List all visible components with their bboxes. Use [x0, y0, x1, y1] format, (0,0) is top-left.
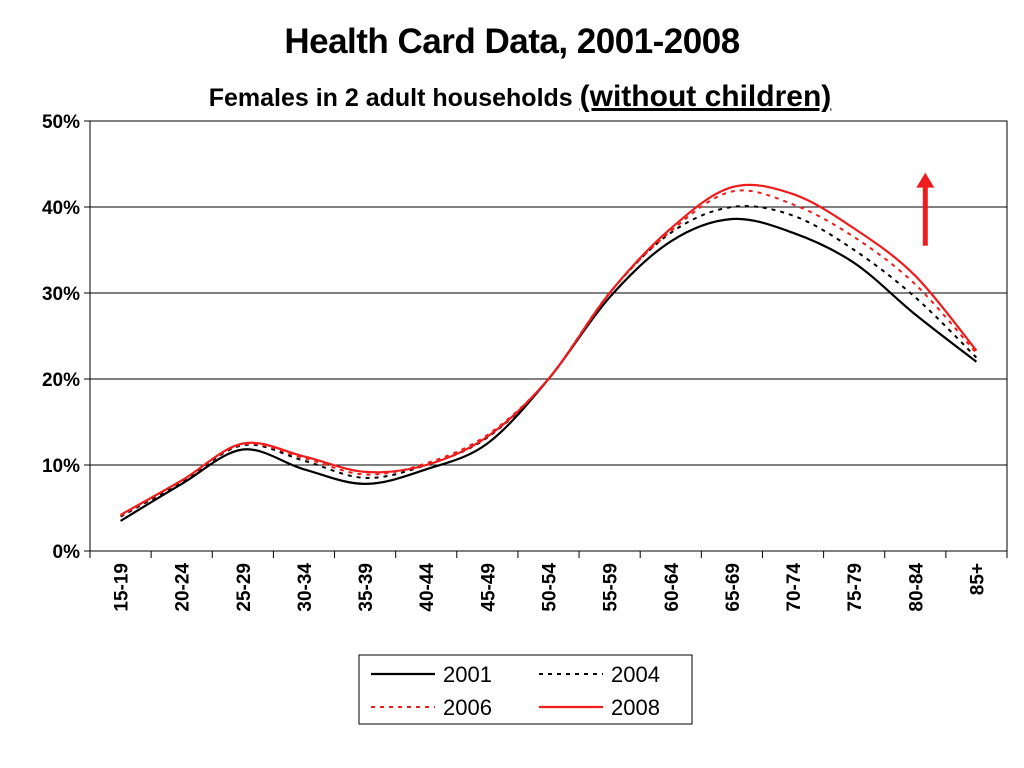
- legend-label-2006: 2006: [443, 695, 492, 720]
- legend-label-2008: 2008: [611, 695, 660, 720]
- x-tick-label: 30-34: [295, 563, 316, 612]
- legend: 2001 2004 2006 2008: [358, 654, 693, 725]
- y-tick-label: 50%: [42, 112, 80, 133]
- plot-area: [89, 120, 1008, 552]
- x-tick-label: 50-54: [540, 563, 561, 612]
- x-tick-label: 35-39: [356, 563, 377, 612]
- arrow-up-icon: [916, 172, 935, 188]
- x-axis-ticks: 15-19 20-24 25-29 30-34 35-39 40-44 45-49 50-54…: [89, 551, 1008, 612]
- y-tick-label: 0%: [53, 542, 81, 563]
- subtitle-main: Females in 2 adult households: [208, 84, 573, 112]
- grid-lines: [90, 206, 1007, 466]
- chart-title: Health Card Data, 2001-2008: [284, 22, 740, 61]
- y-tick-label: 40%: [42, 198, 80, 219]
- x-tick-label: 85+: [967, 563, 988, 595]
- x-tick-label: 15-19: [112, 563, 133, 612]
- x-tick-label: 55-59: [601, 563, 622, 612]
- x-tick-label: 60-64: [662, 563, 683, 612]
- series-lines: [120, 183, 978, 522]
- x-tick-label: 65-69: [723, 563, 744, 612]
- x-tick-label: 70-74: [784, 563, 805, 612]
- x-tick-label: 20-24: [173, 563, 194, 612]
- legend-label-2001: 2001: [443, 662, 492, 687]
- subtitle-emphasis: (without children): [579, 80, 832, 113]
- series-line-2001: [120, 217, 978, 522]
- legend-box: [358, 654, 693, 725]
- x-tick-label: 25-29: [234, 563, 255, 612]
- y-tick-label: 10%: [42, 456, 80, 477]
- legend-label-2004: 2004: [611, 662, 660, 687]
- series-line-2004: [120, 205, 978, 518]
- series-line-2008: [120, 183, 978, 516]
- x-tick-label: 40-44: [417, 563, 438, 612]
- annotations: [916, 172, 935, 246]
- series-line-2006: [120, 189, 978, 517]
- x-tick-label: 45-49: [478, 563, 499, 612]
- x-tick-label: 75-79: [845, 563, 866, 612]
- y-axis-ticks: 0% 10% 20% 30% 40% 50%: [42, 112, 90, 563]
- y-tick-label: 20%: [42, 370, 80, 391]
- chart-subtitle: Females in 2 adult households (without c…: [0, 80, 1024, 114]
- x-tick-label: 80-84: [906, 563, 927, 612]
- y-tick-label: 30%: [42, 284, 80, 305]
